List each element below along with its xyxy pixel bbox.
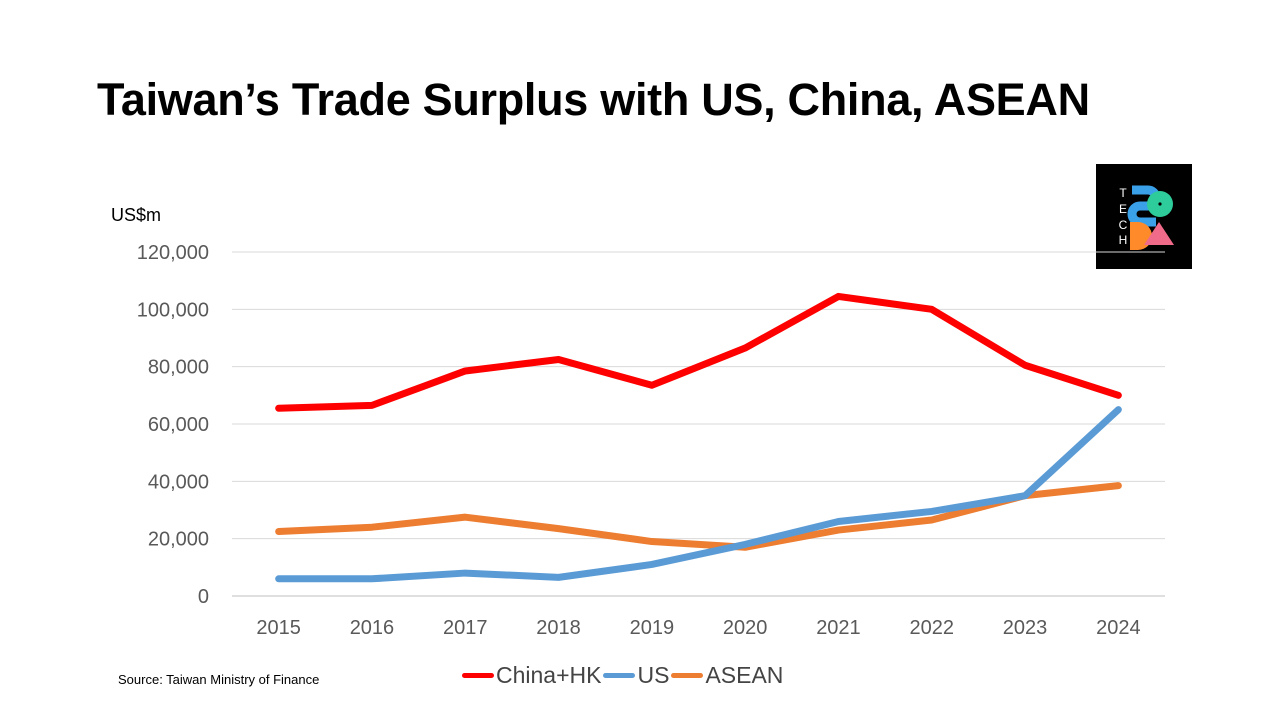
x-tick-label: 2024	[1096, 617, 1141, 639]
y-tick-label: 60,000	[148, 414, 209, 436]
y-tick-label: 100,000	[137, 299, 209, 321]
series-line-china-hk	[275, 292, 1122, 412]
logo-letter-c: C	[1119, 218, 1128, 232]
logo-letter-h: H	[1119, 233, 1128, 247]
legend-item: ASEAN	[671, 662, 783, 689]
x-tick-label: 2018	[536, 617, 581, 639]
x-tick-labels: 2015 2016 2017 2018 2019 2020 2021 2022 2023 2024	[256, 617, 1140, 639]
logo-letter-e: E	[1119, 202, 1127, 216]
logo-letter-t: T	[1119, 186, 1127, 200]
legend: China+HK US ASEAN	[462, 662, 785, 689]
x-tick-label: 2017	[443, 617, 488, 639]
series-line-asean	[275, 482, 1122, 551]
y-tick-label: 20,000	[148, 529, 209, 551]
series-lines	[275, 292, 1122, 583]
legend-item: China+HK	[462, 662, 601, 689]
x-tick-label: 2020	[723, 617, 768, 639]
series-line-us	[275, 406, 1122, 583]
x-tick-label: 2023	[1003, 617, 1048, 639]
y-axis-unit-label: US$m	[111, 205, 161, 225]
x-tick-label: 2016	[350, 617, 395, 639]
source-note: Source: Taiwan Ministry of Finance	[118, 672, 320, 687]
legend-label: ASEAN	[705, 662, 784, 688]
legend-label: US	[637, 662, 670, 688]
chart-title: Taiwan’s Trade Surplus with US, China, A…	[97, 74, 1090, 125]
logo-s-shape	[1127, 185, 1161, 227]
logo-a-shape	[1144, 222, 1174, 245]
x-tick-label: 2022	[910, 617, 955, 639]
x-tick-label: 2015	[256, 617, 301, 639]
x-tick-label: 2019	[630, 617, 675, 639]
y-tick-label: 80,000	[148, 357, 209, 379]
legend-label: China+HK	[496, 662, 602, 688]
legend-swatch	[462, 673, 494, 678]
y-tick-label: 40,000	[148, 471, 209, 493]
legend-swatch	[603, 673, 636, 678]
gridlines	[232, 251, 1165, 597]
y-tick-label: 120,000	[137, 242, 209, 264]
x-tick-label: 2021	[816, 617, 861, 639]
legend-swatch	[671, 673, 704, 678]
y-tick-labels: 0 20,000 40,000 60,000 80,000 100,000 120,000	[137, 242, 209, 608]
legend-item: US	[603, 662, 669, 689]
y-tick-label: 0	[198, 586, 209, 608]
